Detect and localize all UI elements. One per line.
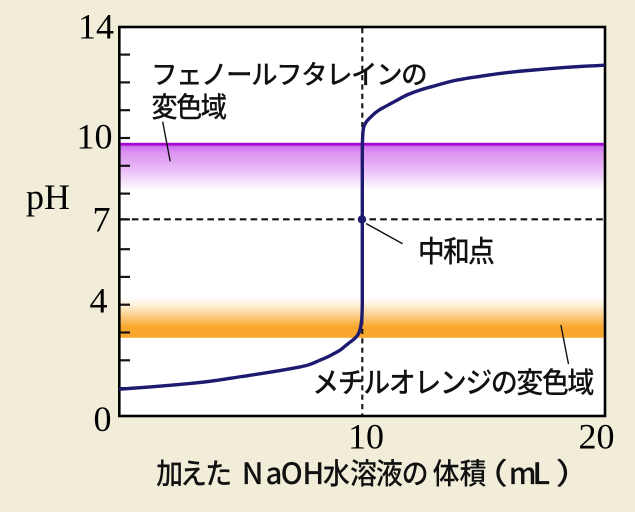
svg-text:10: 10 [348, 417, 384, 457]
svg-text:14: 14 [78, 6, 114, 46]
svg-text:pH: pH [26, 177, 70, 217]
svg-text:20: 20 [579, 417, 615, 457]
svg-text:4: 4 [90, 281, 108, 321]
svg-text:0: 0 [94, 399, 112, 439]
svg-text:10: 10 [77, 117, 113, 157]
svg-text:7: 7 [93, 200, 111, 240]
